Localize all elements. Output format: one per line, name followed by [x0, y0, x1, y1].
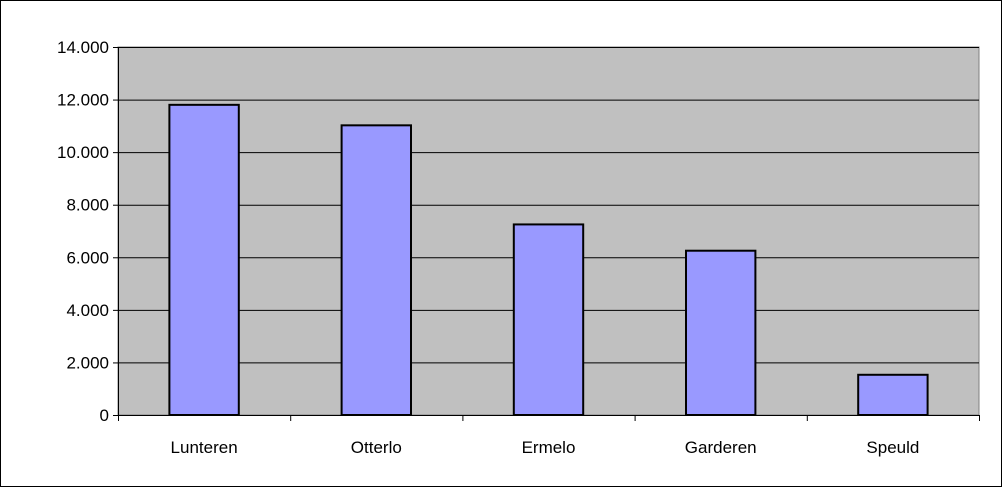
y-tick-label: 6.000 [66, 248, 109, 267]
y-tick-label: 0 [100, 406, 109, 425]
axes [113, 47, 980, 421]
bar [512, 223, 585, 416]
bar [857, 373, 929, 417]
y-tick-label: 12.000 [57, 91, 109, 110]
x-tick-label: Lunteren [171, 438, 238, 457]
bars [168, 103, 929, 417]
x-tick-label: Speuld [866, 438, 919, 457]
y-tick-label: 8.000 [66, 196, 109, 215]
y-tick-label: 2.000 [66, 353, 109, 372]
y-tick-label: 10.000 [57, 143, 109, 162]
x-tick-label: Otterlo [351, 438, 402, 457]
labels: 0 2.000 4.000 6.000 8.000 10.000 12.000 14.000 L… [57, 38, 919, 457]
bar [685, 249, 757, 416]
bar [168, 103, 240, 416]
x-tick-label: Garderen [685, 438, 757, 457]
y-tick-label: 4.000 [66, 301, 109, 320]
bar [340, 124, 412, 417]
y-tick-label: 14.000 [57, 38, 109, 57]
x-tick-label: Ermelo [522, 438, 576, 457]
